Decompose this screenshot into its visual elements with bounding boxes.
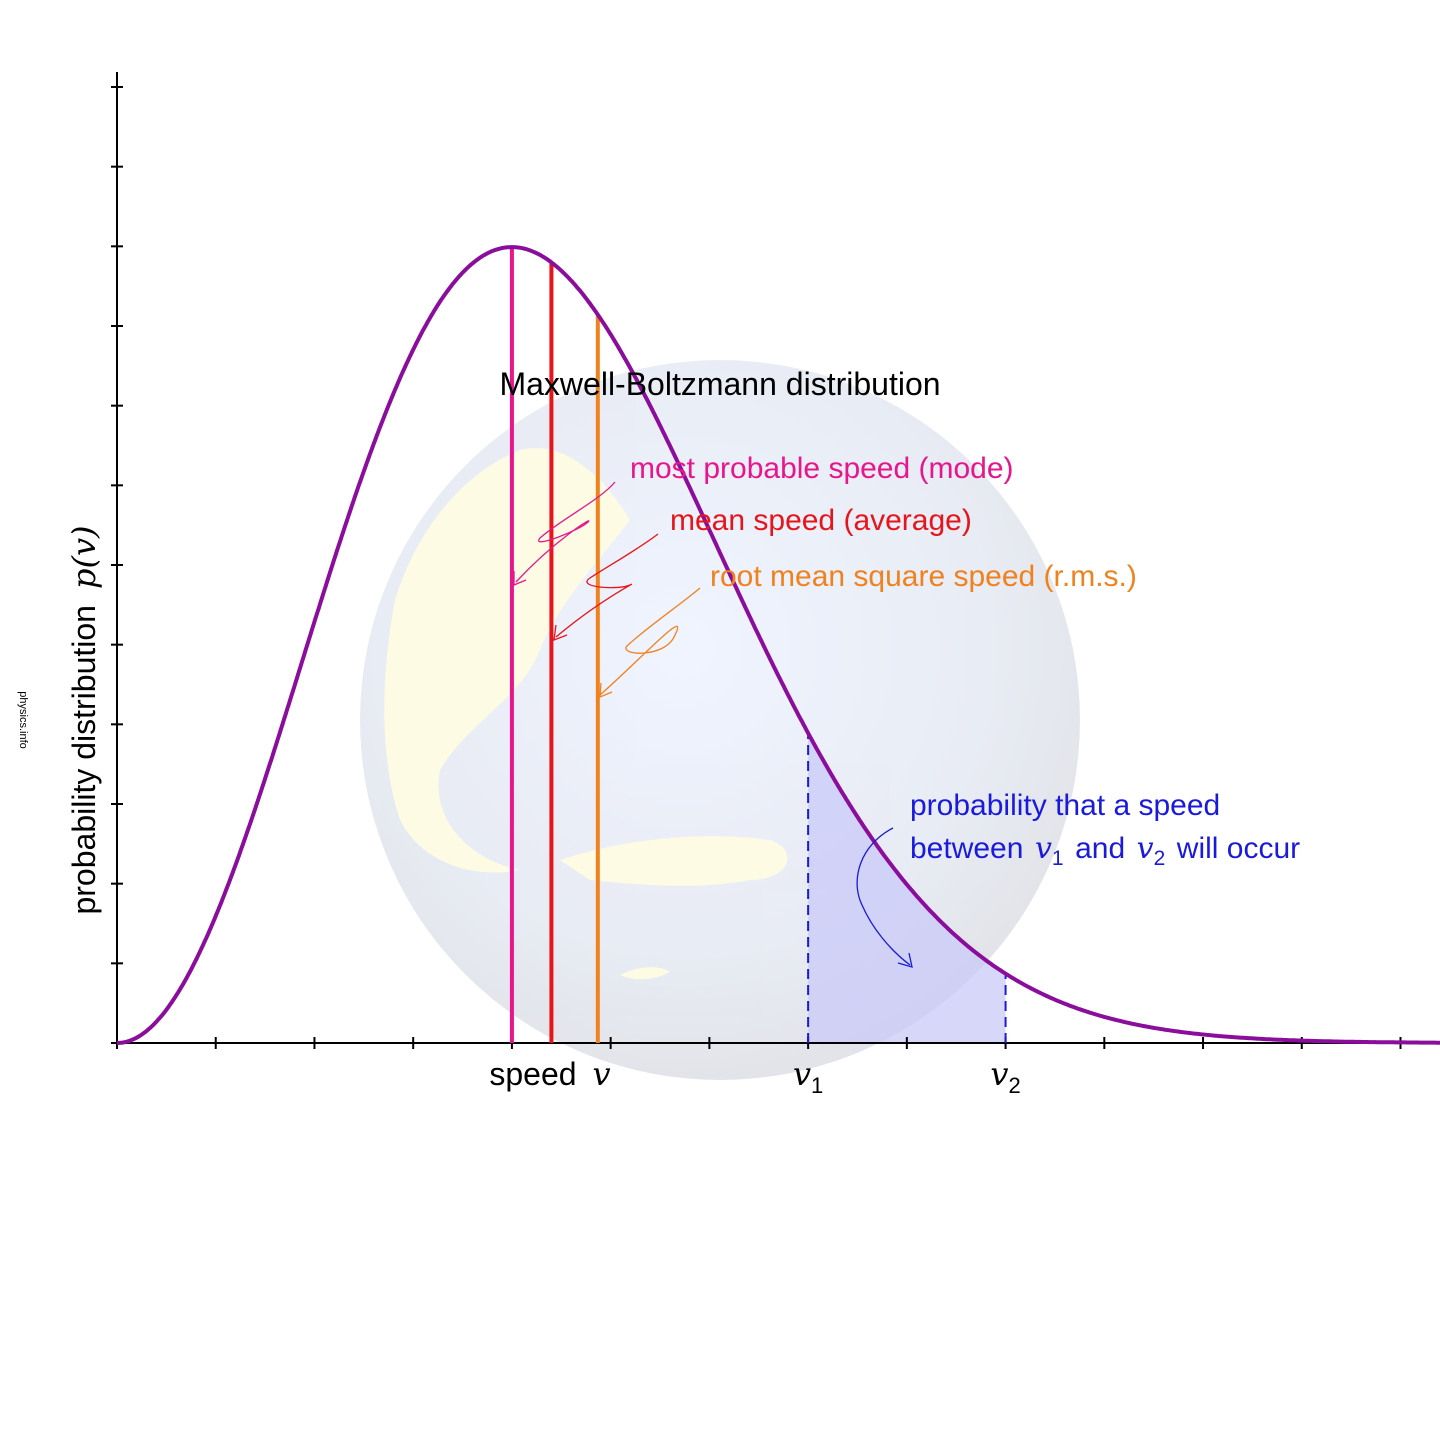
x-axis-label-text: speed <box>489 1056 576 1092</box>
x-axis-label-symbol: v <box>593 1055 611 1093</box>
shaded-interval-area <box>808 733 1006 1043</box>
interval-annotation-line2: between v1 and v2 will occur <box>910 831 1300 872</box>
interval-bounds <box>807 733 1007 1043</box>
mode-arrowhead-icon <box>513 571 527 586</box>
chart-title: Maxwell-Boltzmann distribution <box>499 366 940 402</box>
rms-annotation: root mean square speed (r.m.s.) <box>710 560 1137 593</box>
mode-annotation: most probable speed (mode) <box>630 452 1014 485</box>
x-axis-label: speed v <box>489 1055 610 1093</box>
interval-annotation-line1: probability that a speed <box>910 789 1220 822</box>
x-tick-label-v1: v1 <box>793 1055 823 1098</box>
mean-annotation: mean speed (average) <box>670 504 972 537</box>
interval-arrow-icon <box>856 827 911 966</box>
mean-arrow-icon <box>555 533 659 638</box>
y-axis-label-symbol: p(v) <box>65 525 103 589</box>
x-tick-label-v2: v2 <box>990 1055 1020 1098</box>
mean-arrowhead-icon <box>553 624 568 641</box>
y-axis-label-text: probability distribution <box>66 605 102 915</box>
interval-arrowhead-icon <box>897 952 913 968</box>
mode-arrow-icon <box>515 481 616 583</box>
speed-marker-lines <box>509 247 600 1043</box>
annotation-arrows <box>513 481 913 968</box>
rms-arrowhead-icon <box>599 682 613 699</box>
y-axis-ticks <box>111 86 123 1044</box>
y-axis-label: probability distribution p(v) <box>65 525 103 914</box>
watermark-text: physics.info <box>17 691 29 748</box>
rms-arrow-icon <box>599 587 701 696</box>
distribution-curve <box>117 245 1440 1045</box>
